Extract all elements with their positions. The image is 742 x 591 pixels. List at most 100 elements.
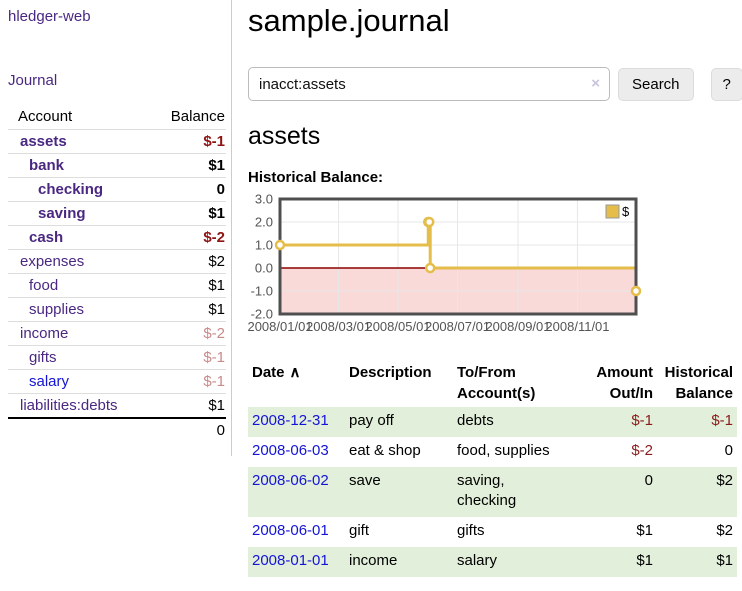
- account-link[interactable]: supplies: [29, 301, 85, 318]
- column-header-historical-balance: Historical Balance: [664, 364, 733, 402]
- help-button[interactable]: ?: [710, 67, 742, 101]
- description-cell: save: [345, 466, 453, 518]
- y-tick-label: 0.0: [255, 261, 273, 276]
- account-link[interactable]: expenses: [20, 253, 85, 270]
- account-row: expenses $2: [8, 249, 226, 274]
- sidebar: hledger-web Journal Account Balance asse…: [0, 0, 232, 456]
- amount-cell: $-2: [631, 442, 653, 460]
- register-header-row: Date ∧ Description To/From Account(s) Amount O…: [248, 360, 737, 407]
- balance-column-header: Balance: [170, 108, 225, 125]
- account-balance-value: $-1: [152, 345, 226, 370]
- search-input[interactable]: [248, 67, 610, 101]
- transaction-date-link[interactable]: 2008-06-01: [252, 522, 329, 540]
- accounts-cell: debts: [453, 407, 577, 438]
- register-row: 2008-12-31 pay off debts $-1 $-1: [248, 407, 737, 438]
- search-form: × Search ?: [248, 67, 742, 101]
- transaction-date-link[interactable]: 2008-06-02: [252, 471, 329, 489]
- data-point-marker: [630, 285, 642, 297]
- transaction-date-link[interactable]: 2008-01-01: [252, 551, 329, 569]
- account-balance-value: $1: [152, 273, 226, 298]
- description-cell: gift: [349, 522, 370, 540]
- column-header-amount-outin: Amount Out/In: [596, 364, 653, 402]
- balance-cell: $2: [657, 466, 737, 518]
- amount-cell: $1: [577, 546, 657, 577]
- account-link[interactable]: cash: [29, 229, 64, 246]
- x-tick-label: 2008/05/01: [365, 319, 430, 334]
- date-cell: 2008-06-01: [248, 517, 345, 547]
- accounts-cell: food, supplies: [457, 442, 550, 460]
- account-name-cell: bank: [8, 153, 153, 178]
- balance-cell: $2: [716, 522, 733, 540]
- accounts-cell: saving, checking: [453, 466, 577, 518]
- account-name-cell: checking: [8, 177, 153, 202]
- account-table-header-row: Account Balance: [8, 105, 226, 130]
- account-name-cell: supplies: [8, 297, 153, 322]
- account-balance-table: Account Balance assets $-1 bank $1 check…: [8, 105, 226, 442]
- account-row: saving $1: [8, 201, 226, 226]
- account-name-cell: liabilities:debts: [8, 393, 153, 418]
- date-cell: 2008-01-01: [248, 546, 345, 577]
- data-point-marker: [423, 216, 435, 228]
- brand-link[interactable]: hledger-web: [8, 8, 91, 25]
- balance-cell: 0: [724, 442, 733, 460]
- account-link[interactable]: salary: [29, 373, 70, 390]
- search-button[interactable]: Search: [618, 67, 694, 101]
- account-name-cell: assets: [8, 129, 153, 154]
- account-total-row: 0: [8, 417, 226, 442]
- y-tick-label: 1.0: [255, 238, 273, 253]
- account-name-cell: saving: [8, 201, 153, 226]
- sidebar-nav: Journal: [8, 72, 226, 89]
- chart-svg: $3.0 2.0 1.0 0.0 -1.0 -2.02008/01/012008/03/0…: [247, 192, 642, 334]
- account-link[interactable]: assets: [20, 133, 67, 150]
- account-balance-value: $1: [152, 297, 226, 322]
- x-tick-label: 2008/07/01: [425, 319, 490, 334]
- account-name-cell: cash: [8, 225, 153, 250]
- legend-swatch: [605, 204, 620, 219]
- description-cell: eat & shop: [349, 442, 421, 460]
- chart-label: Historical Balance:: [248, 169, 384, 186]
- account-row: liabilities:debts $1: [8, 393, 226, 418]
- sidebar-item-journal[interactable]: Journal: [8, 72, 58, 89]
- column-header-description: Description: [349, 364, 432, 381]
- account-link[interactable]: bank: [29, 157, 65, 174]
- column-header-date[interactable]: Date ∧: [252, 364, 301, 381]
- account-link[interactable]: food: [29, 277, 59, 294]
- total-balance-value: 0: [152, 417, 226, 442]
- register-row: 2008-06-02 save saving, checking 0 $2: [248, 466, 737, 518]
- search-input-wrapper: ×: [248, 67, 610, 101]
- account-row: bank $1: [8, 153, 226, 178]
- account-row: checking 0: [8, 177, 226, 202]
- account-name-cell: expenses: [8, 249, 153, 274]
- account-name-cell: income: [8, 321, 153, 346]
- account-link[interactable]: liabilities:debts: [20, 397, 118, 414]
- column-header-tofrom-accounts: To/From Account(s): [457, 364, 536, 402]
- clear-search-icon[interactable]: ×: [591, 75, 600, 92]
- y-tick-label: 2.0: [255, 215, 273, 230]
- account-balance-value: $-1: [152, 369, 226, 394]
- account-row: assets $-1: [8, 129, 226, 154]
- account-name-cell: gifts: [8, 345, 153, 370]
- balance-cell: $-1: [657, 407, 737, 438]
- accounts-cell: gifts: [457, 522, 485, 540]
- transaction-date-link[interactable]: 2008-12-31: [252, 412, 329, 430]
- account-link[interactable]: income: [20, 325, 69, 342]
- account-balance-value: $1: [152, 393, 226, 418]
- date-cell: 2008-06-03: [248, 437, 345, 467]
- account-link[interactable]: saving: [38, 205, 86, 222]
- account-balance-value: $1: [152, 153, 226, 178]
- transaction-date-link[interactable]: 2008-06-03: [252, 442, 329, 460]
- legend-label: $: [622, 204, 630, 219]
- register-body: 2008-12-31 pay off debts $-1 $-1 2008-06…: [248, 407, 737, 577]
- description-cell: pay off: [345, 407, 453, 438]
- account-row: food $1: [8, 273, 226, 298]
- register-row: 2008-06-01 gift gifts $1 $2: [248, 517, 737, 547]
- journal-title: sample.journal: [248, 3, 450, 38]
- account-page-title: assets: [248, 122, 321, 150]
- account-link[interactable]: checking: [38, 181, 104, 198]
- account-balance-value: $1: [152, 201, 226, 226]
- account-link[interactable]: gifts: [29, 349, 57, 366]
- account-tree-body: assets $-1 bank $1 checking 0 saving $1 …: [8, 129, 226, 418]
- data-point-marker: [274, 239, 286, 251]
- amount-cell: $-1: [577, 407, 657, 438]
